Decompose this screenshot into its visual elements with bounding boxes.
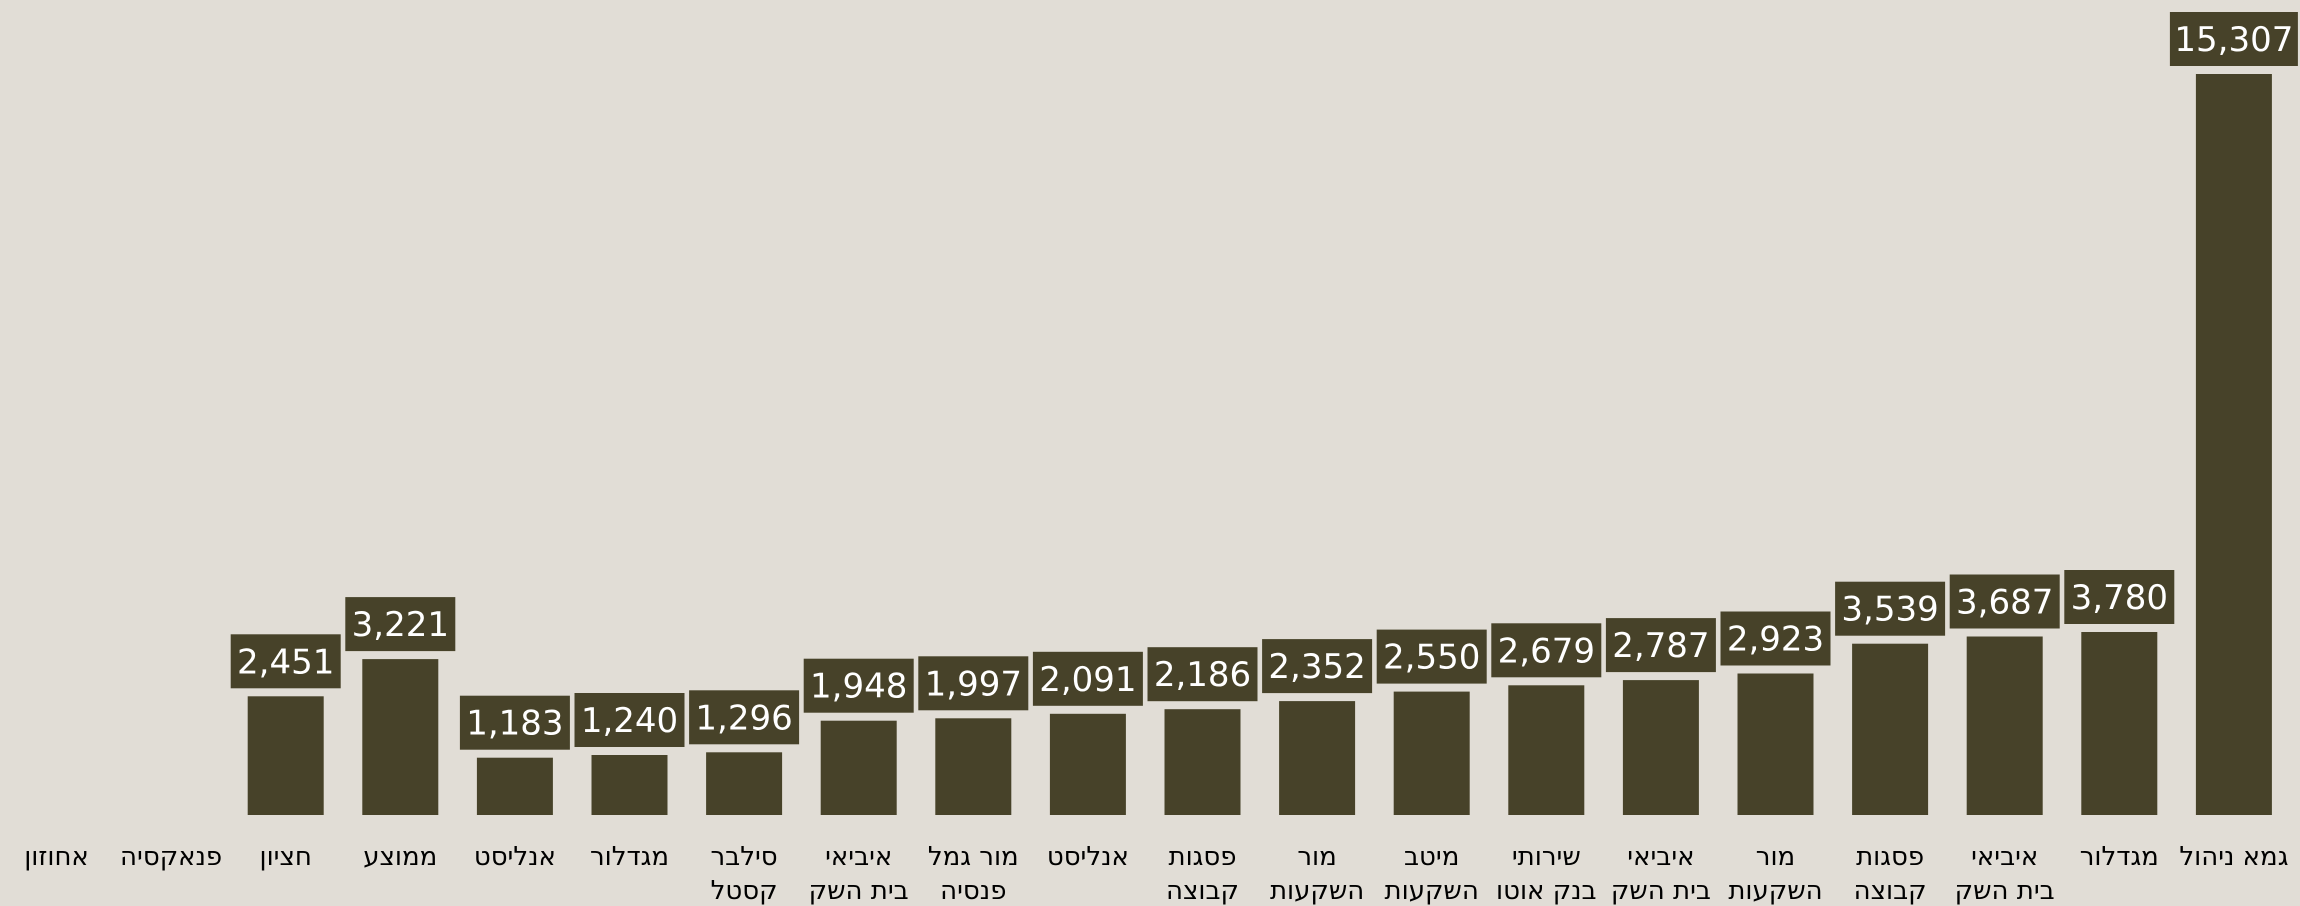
category-label-4-line-0: אנליסט (474, 842, 556, 872)
bar-9 (1049, 713, 1126, 815)
bar-12 (1393, 691, 1470, 815)
bar-14 (1622, 680, 1699, 815)
value-label-box-18 (2064, 570, 2175, 624)
value-labels-group: 2,451 3,221 1,183 1,240 1,296 1,948 1,997 2,091… (230, 12, 2298, 750)
value-label-15: 2,923 (1727, 620, 1824, 660)
value-label-box-19 (2169, 12, 2298, 66)
category-label-16-line-1: קבוצה (1854, 876, 1927, 906)
value-label-box-8 (918, 656, 1029, 711)
value-label-5: 1,240 (581, 701, 678, 741)
bar-11 (1279, 701, 1356, 815)
value-label-8: 1,997 (925, 664, 1022, 704)
category-label-15-line-0: מור (1756, 842, 1795, 872)
value-label-box-12 (1376, 629, 1487, 684)
category-label-19-line-0: גמא ניהול (2179, 842, 2288, 872)
value-label-2: 2,451 (237, 642, 334, 682)
category-label-10-line-0: פסגות (1169, 842, 1237, 872)
category-labels-group: אחוזון פנאקסיה חציון ממוצע אנליסט מגדלור סילבר… (24, 842, 2288, 906)
value-label-box-4 (459, 695, 570, 750)
category-label-6-line-1: קסטל (711, 876, 778, 906)
category-label-10-line-1: קבוצה (1166, 876, 1239, 906)
category-label-16-line-0: פסגות (1856, 842, 1924, 872)
value-label-6: 1,296 (695, 698, 792, 738)
category-label-14-line-1: בית השק (1611, 876, 1711, 906)
value-label-10: 2,186 (1154, 655, 1251, 695)
category-label-17-line-1: בית השק (1955, 876, 2055, 906)
value-label-box-5 (574, 693, 685, 747)
bar-16 (1852, 643, 1929, 815)
category-label-17-line-0: איביאי (1971, 842, 2038, 872)
value-label-box-13 (1491, 623, 1602, 678)
bar-18 (2081, 632, 2158, 815)
category-label-15-line-1: השקעות (1728, 876, 1822, 906)
category-label-3-line-0: ממוצע (363, 842, 437, 872)
category-label-5-line-0: מגדלור (590, 842, 669, 872)
value-label-18: 3,780 (2071, 578, 2168, 618)
value-label-11: 2,352 (1268, 647, 1365, 687)
value-label-16: 3,539 (1841, 590, 1938, 630)
bar-15 (1737, 673, 1814, 815)
category-label-12-line-0: מיטב (1404, 842, 1459, 872)
bar-7 (820, 720, 897, 815)
bar-5 (591, 755, 668, 815)
value-label-14: 2,787 (1612, 626, 1709, 666)
category-label-8-line-1: פנסיה (940, 876, 1006, 906)
value-label-box-15 (1720, 611, 1831, 666)
value-label-box-9 (1032, 651, 1143, 706)
value-label-box-6 (689, 690, 800, 745)
category-label-11-line-0: מור (1297, 842, 1336, 872)
bar-13 (1508, 685, 1585, 815)
bar-3 (362, 659, 439, 815)
category-label-18-line-0: מגדלור (2080, 842, 2159, 872)
value-label-box-3 (345, 597, 456, 652)
category-label-2-line-0: חציון (259, 842, 311, 872)
value-label-17: 3,687 (1956, 583, 2053, 623)
category-label-9-line-0: אנליסט (1047, 842, 1129, 872)
category-label-14-line-0: איביאי (1627, 842, 1694, 872)
bar-17 (1966, 636, 2043, 815)
category-label-1-line-0: פנאקסיה (120, 842, 222, 872)
bars-group (247, 74, 2272, 815)
value-label-4: 1,183 (466, 704, 563, 744)
value-label-box-17 (1949, 574, 2060, 629)
category-label-0-line-0: אחוזון (24, 842, 89, 872)
value-label-box-14 (1605, 618, 1716, 673)
value-label-box-2 (230, 634, 341, 689)
bar-4 (476, 757, 553, 815)
value-label-box-10 (1147, 647, 1258, 702)
value-label-12: 2,550 (1383, 638, 1480, 678)
category-label-13-line-1: בנק אוטו (1496, 876, 1597, 906)
category-label-8-line-0: מור גמל (928, 842, 1019, 872)
value-label-13: 2,679 (1498, 631, 1595, 671)
bar-19 (2195, 74, 2272, 815)
value-label-box-11 (1262, 639, 1373, 694)
value-label-9: 2,091 (1039, 660, 1136, 700)
category-label-13-line-0: שירותי (1512, 842, 1581, 872)
category-label-7-line-1: בית השק (809, 876, 909, 906)
value-label-box-7 (803, 658, 914, 713)
value-label-7: 1,948 (810, 667, 907, 707)
bar-6 (706, 752, 783, 815)
category-label-11-line-1: השקעות (1270, 876, 1364, 906)
value-label-3: 3,221 (352, 605, 449, 645)
bar-10 (1164, 709, 1241, 815)
category-label-12-line-1: השקעות (1385, 876, 1479, 906)
value-label-box-16 (1835, 581, 1946, 636)
category-label-6-line-0: סילבר (711, 842, 778, 872)
value-label-19: 15,307 (2174, 20, 2293, 60)
bar-2 (247, 696, 324, 815)
bar-8 (935, 718, 1012, 815)
category-label-7-line-0: איביאי (825, 842, 892, 872)
